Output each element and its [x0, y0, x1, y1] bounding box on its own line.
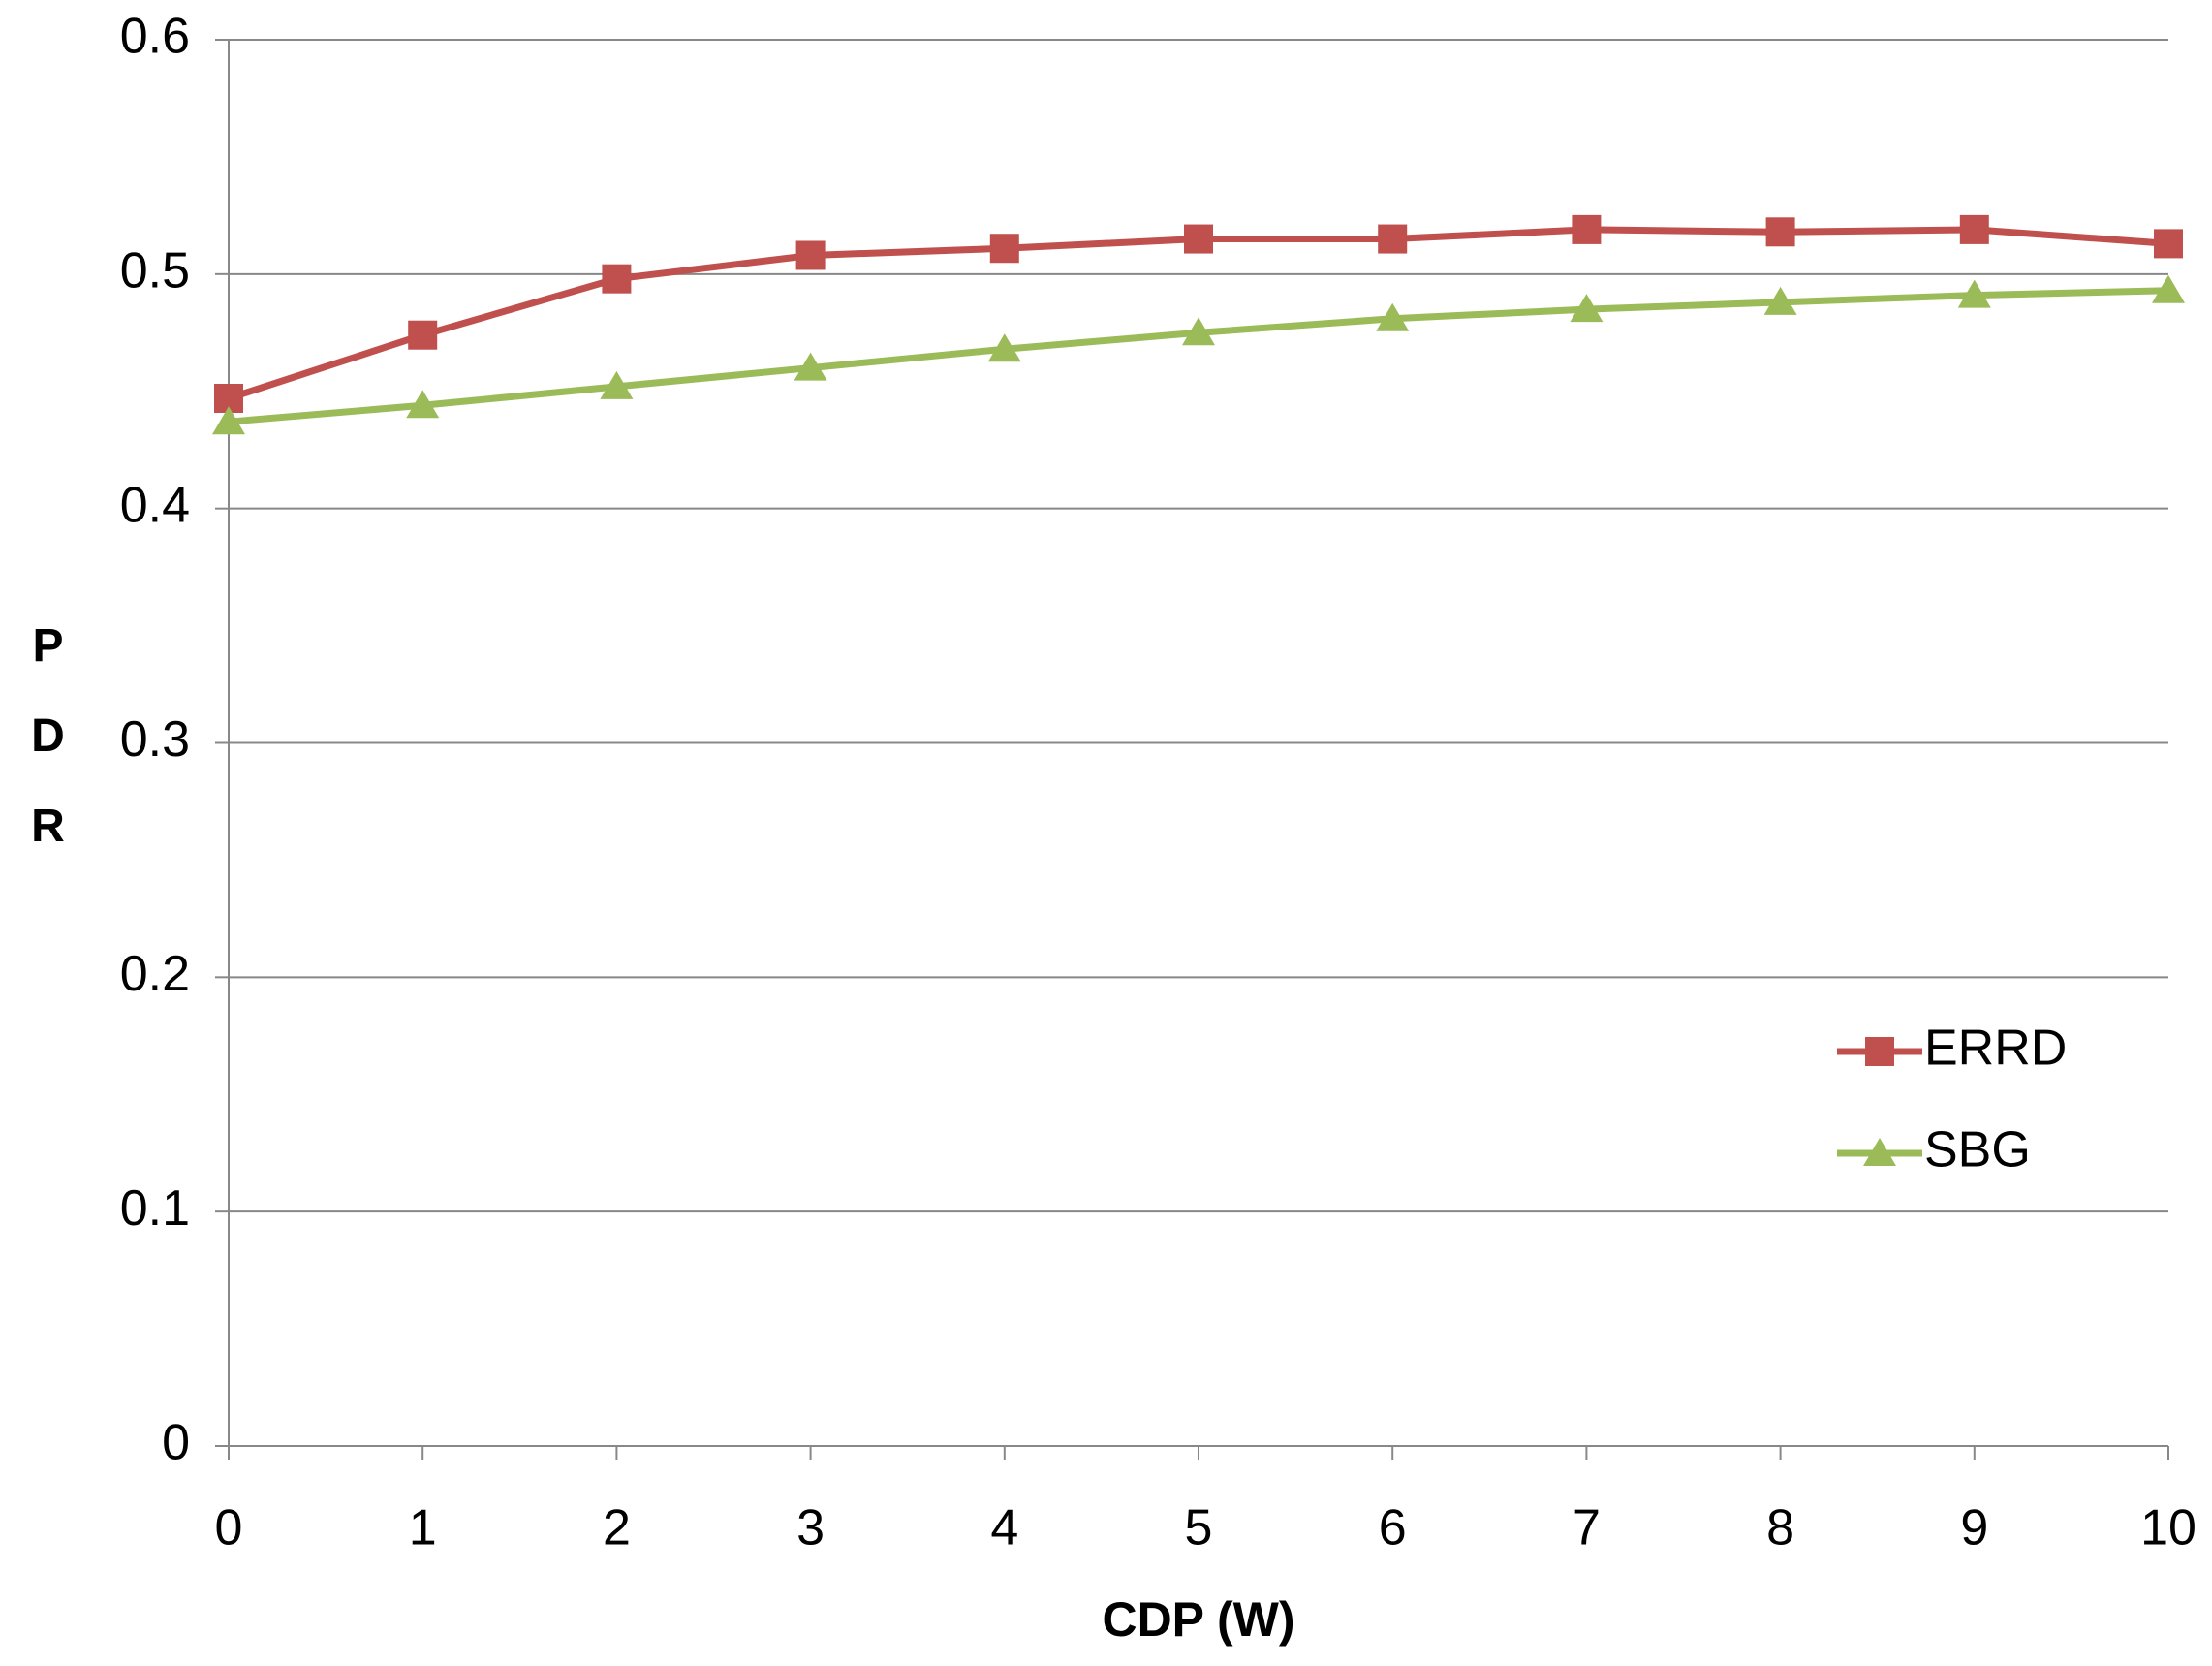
x-tick-label: 4 [990, 1500, 1018, 1556]
x-tick-label: 9 [1960, 1500, 1988, 1556]
y-tick-label: 0.4 [120, 477, 190, 533]
marker [1959, 214, 1989, 244]
marker [989, 234, 1019, 264]
x-tick-label: 10 [2140, 1500, 2196, 1556]
x-axis-label: CDP (W) [1102, 1592, 1294, 1647]
marker [1865, 1037, 1894, 1066]
marker [406, 390, 440, 419]
x-tick-label: 0 [215, 1500, 243, 1556]
legend-label: SBG [1924, 1122, 2031, 1179]
marker [1763, 286, 1797, 315]
x-tick-label: 1 [409, 1500, 437, 1556]
y-tick-label: 0.2 [120, 946, 190, 1002]
marker [2152, 274, 2185, 303]
marker [987, 333, 1021, 362]
marker [1957, 279, 1991, 308]
y-tick-label: 0.5 [120, 243, 190, 299]
marker [1765, 217, 1795, 247]
marker [1570, 294, 1604, 323]
marker [212, 406, 245, 435]
x-tick-label: 6 [1379, 1500, 1407, 1556]
marker [1378, 224, 1408, 254]
marker [794, 352, 827, 381]
marker [795, 240, 826, 270]
x-tick-label: 8 [1766, 1500, 1794, 1556]
x-tick-label: 3 [796, 1500, 825, 1556]
marker [1572, 214, 1602, 244]
y-tick-label: 0.6 [120, 9, 190, 65]
marker [1182, 317, 1215, 346]
marker [1184, 224, 1213, 254]
series-line [227, 226, 2169, 402]
y-axis-label: PDR [22, 620, 74, 891]
legend-label: ERRD [1924, 1021, 2067, 1077]
y-tick-label: 0 [162, 1415, 190, 1471]
x-tick-label: 7 [1573, 1500, 1601, 1556]
marker [1863, 1138, 1896, 1166]
x-tick-label: 2 [603, 1500, 631, 1556]
marker [1376, 302, 1410, 331]
marker [602, 264, 632, 294]
y-tick-label: 0.1 [120, 1180, 190, 1237]
y-tick-label: 0.3 [120, 711, 190, 768]
marker [600, 370, 634, 399]
x-tick-label: 5 [1185, 1500, 1213, 1556]
marker [408, 320, 438, 350]
marker [2154, 229, 2183, 259]
